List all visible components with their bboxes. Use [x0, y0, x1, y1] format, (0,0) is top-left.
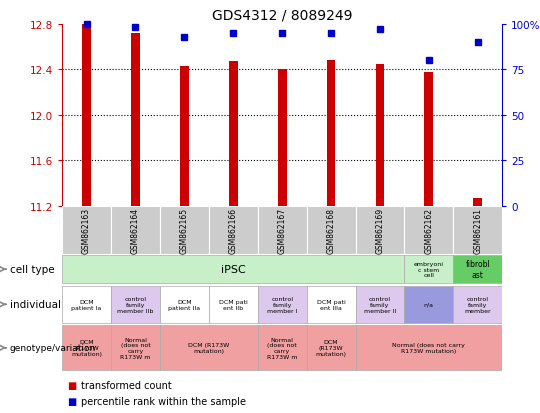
Text: control
family
member IIb: control family member IIb: [117, 296, 154, 313]
Bar: [307, 206, 355, 254]
Text: genotype/variation: genotype/variation: [10, 344, 96, 352]
Bar: [258, 325, 307, 370]
Title: GDS4312 / 8089249: GDS4312 / 8089249: [212, 8, 353, 22]
Text: control
family
member I: control family member I: [267, 296, 298, 313]
Text: Normal (does not carry
R173W mutation): Normal (does not carry R173W mutation): [393, 342, 465, 354]
Text: GSM862165: GSM862165: [180, 207, 189, 253]
Text: GSM862161: GSM862161: [473, 207, 482, 253]
Text: individual: individual: [10, 299, 60, 310]
Text: GSM862169: GSM862169: [375, 207, 384, 253]
Text: Normal
(does not
carry
R173W m: Normal (does not carry R173W m: [267, 337, 298, 359]
Bar: [278, 70, 287, 206]
Text: control
family
member: control family member: [464, 296, 491, 313]
Bar: [453, 286, 502, 323]
Bar: [453, 256, 502, 283]
Text: GSM862164: GSM862164: [131, 207, 140, 253]
Text: GSM862162: GSM862162: [424, 207, 434, 253]
Text: control
family
member II: control family member II: [364, 296, 396, 313]
Bar: [307, 286, 355, 323]
Bar: [424, 72, 433, 206]
Bar: [258, 206, 307, 254]
Text: GSM862166: GSM862166: [229, 207, 238, 253]
Text: DCM
patient IIa: DCM patient IIa: [168, 299, 200, 310]
Bar: [131, 34, 140, 206]
Text: percentile rank within the sample: percentile rank within the sample: [81, 396, 246, 406]
Text: DCM pati
ent IIIa: DCM pati ent IIIa: [316, 299, 346, 310]
Text: transformed count: transformed count: [81, 380, 172, 390]
Bar: [229, 62, 238, 206]
Bar: [404, 256, 453, 283]
Bar: [209, 286, 258, 323]
Text: iPSC: iPSC: [221, 264, 246, 275]
Bar: [404, 286, 453, 323]
Text: DCM pati
ent IIb: DCM pati ent IIb: [219, 299, 248, 310]
Text: DCM
patient Ia: DCM patient Ia: [71, 299, 102, 310]
Bar: [82, 25, 91, 206]
Bar: [327, 61, 335, 206]
Bar: [160, 206, 209, 254]
Text: Normal
(does not
carry
R173W m: Normal (does not carry R173W m: [120, 337, 151, 359]
Text: cell type: cell type: [10, 264, 55, 275]
Bar: [62, 206, 111, 254]
Text: GSM862163: GSM862163: [82, 207, 91, 253]
Bar: [111, 206, 160, 254]
Bar: [375, 64, 384, 206]
Text: GSM862168: GSM862168: [327, 207, 335, 253]
Text: DCM (R173W
mutation): DCM (R173W mutation): [188, 342, 230, 354]
Text: DCM
(R173W
mutation): DCM (R173W mutation): [315, 339, 347, 356]
Bar: [258, 286, 307, 323]
Bar: [111, 325, 160, 370]
Text: GSM862167: GSM862167: [278, 207, 287, 253]
Bar: [453, 206, 502, 254]
Bar: [62, 256, 404, 283]
Bar: [160, 325, 258, 370]
Bar: [180, 67, 189, 206]
Bar: [355, 325, 502, 370]
Bar: [160, 286, 209, 323]
Bar: [307, 325, 355, 370]
Text: ■: ■: [68, 380, 77, 390]
Bar: [404, 206, 453, 254]
Text: embryoni
c stem
cell: embryoni c stem cell: [414, 261, 444, 278]
Text: ■: ■: [68, 396, 77, 406]
Text: DCM
(R173W
mutation): DCM (R173W mutation): [71, 339, 102, 356]
Bar: [474, 199, 482, 206]
Bar: [62, 325, 111, 370]
Bar: [111, 286, 160, 323]
Text: fibrobl
ast: fibrobl ast: [465, 260, 490, 279]
Bar: [355, 286, 404, 323]
Bar: [209, 206, 258, 254]
Text: n/a: n/a: [424, 302, 434, 307]
Bar: [355, 206, 404, 254]
Bar: [62, 286, 111, 323]
